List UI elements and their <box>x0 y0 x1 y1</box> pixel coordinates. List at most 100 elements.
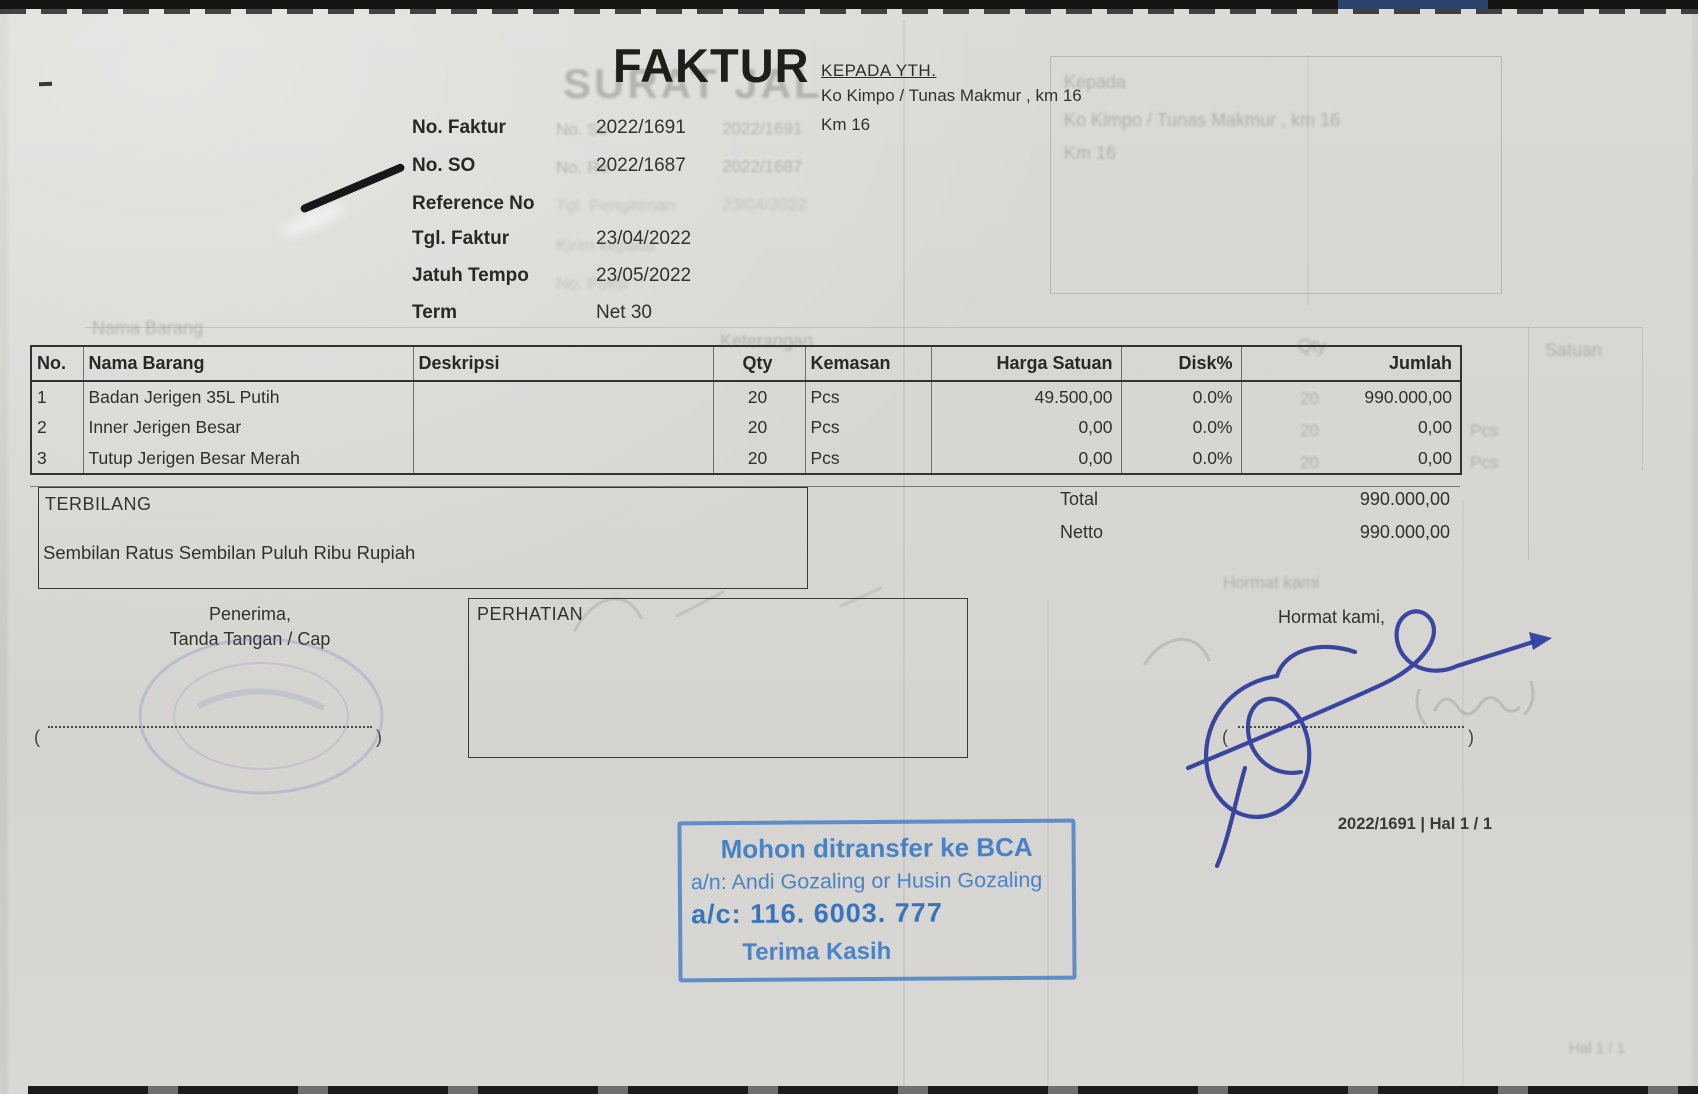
ghost-col-nama-barang: Nama Barang <box>92 318 204 338</box>
col-header-no: No. <box>31 346 83 382</box>
terbilang-box <box>38 487 808 589</box>
cell-deskripsi <box>412 381 713 412</box>
cell-qty: 20 <box>712 412 805 443</box>
cell-no: 3 <box>37 447 47 468</box>
signature-line-paren-right: ) <box>376 727 382 747</box>
signature-arrow-tip <box>1529 632 1552 650</box>
meta-label-term: Term <box>412 302 458 323</box>
ghost-table-column-line <box>1528 327 1529 560</box>
col-header-kemasan: Kemasan <box>804 346 931 382</box>
scan-top-blue-mark <box>1338 0 1488 9</box>
col-header-deskripsi: Deskripsi <box>412 346 713 382</box>
cell-nama-barang: Inner Jerigen Besar <box>82 412 413 443</box>
ghost-meta-label: Tgl. Pengiriman <box>556 196 676 215</box>
terbilang-label: TERBILANG <box>45 494 152 514</box>
total-label: Total <box>1060 489 1099 509</box>
cell-deskripsi <box>412 412 713 443</box>
pencil-scribble-marks <box>573 586 883 632</box>
stamp-line2: a/n: Andi Gozaling or Husin Gozaling <box>690 867 1043 895</box>
perhatian-label: PERHATIAN <box>477 604 584 624</box>
ghost-satuan-value: Pcs <box>1470 421 1499 440</box>
ghost-table-top-line <box>85 327 1642 328</box>
ghost-meta-label: Kirim kepada <box>556 236 656 255</box>
meta-label-no-so: No. SO <box>412 155 476 176</box>
ghost-table-right-edge <box>1642 327 1643 470</box>
cell-kemasan: Pcs <box>804 412 931 443</box>
stamp-line3: a/c: 116. 6003. 777 <box>690 897 943 930</box>
total-value: 990.000,00 <box>1359 489 1450 509</box>
col-header-harga-satuan: Harga Satuan <box>930 346 1121 382</box>
cell-harga-satuan: 49.500,00 <box>930 381 1121 412</box>
meta-value-tgl-faktur: 23/04/2022 <box>596 228 692 249</box>
ghost-recipient-line2: Km 16 <box>1064 143 1117 163</box>
scan-top-perforation <box>0 9 1698 14</box>
cell-nama-barang: Badan Jerigen 35L Putih <box>82 381 413 412</box>
recipient-line1: Ko Kimpo / Tunas Makmur , km 16 <box>821 86 1082 105</box>
meta-label-tgl-faktur: Tgl. Faktur <box>412 228 510 249</box>
cell-disk: 0.0% <box>1120 412 1241 443</box>
cell-no: 1 <box>37 386 47 407</box>
ghost-meta-label: No. Su <box>556 120 608 139</box>
cell-jumlah: 0,00 <box>1240 443 1461 474</box>
sender-signature-dotted-line <box>1238 726 1464 728</box>
signature-line-paren-left: ( <box>34 727 40 747</box>
ghost-surat-jalan-title: SURAT JAL <box>563 60 823 107</box>
col-header-qty: Qty <box>712 346 805 382</box>
ghost-satuan-value: Pcs <box>1470 453 1499 472</box>
cell-kemasan: Pcs <box>804 443 931 474</box>
stamp-line4: Terima Kasih <box>742 937 892 966</box>
round-company-stamp <box>138 637 384 795</box>
col-header-disk: Disk% <box>1120 346 1241 382</box>
ghost-recipient-box <box>1050 56 1502 294</box>
table-row: 2 Inner Jerigen Besar 20 Pcs 0,00 0.0% 0… <box>31 412 1461 443</box>
cell-harga-satuan: 0,00 <box>930 412 1121 443</box>
page-reference: 2022/1691 | Hal 1 / 1 <box>1337 815 1492 833</box>
cell-kemasan: Pcs <box>804 381 931 412</box>
meta-value-term: Net 30 <box>596 302 652 323</box>
cell-qty: 20 <box>712 443 805 474</box>
bank-transfer-stamp: Mohon ditransfer ke BCA a/n: Andi Gozali… <box>677 818 1077 983</box>
ghost-recipient-line1: Ko Kimpo / Tunas Makmur , km 16 <box>1064 110 1341 130</box>
signature-line-paren-right: ) <box>1468 727 1474 747</box>
ghost-meta-value: 23/04/2022 <box>722 195 808 214</box>
ghost-hormat-kami: Hormat kami <box>1223 573 1320 592</box>
table-row: 1 Badan Jerigen 35L Putih 20 Pcs 49.500,… <box>31 381 1461 412</box>
penerima-label: Penerima, <box>208 604 292 624</box>
scan-bottom-edge <box>28 1086 1698 1094</box>
cell-harga-satuan: 0,00 <box>930 443 1121 474</box>
pen-slash-mark <box>299 162 406 214</box>
col-header-jumlah: Jumlah <box>1240 346 1461 382</box>
ghost-meta-label: No. Re <box>556 158 609 177</box>
meta-value-no-faktur: 2022/1691 <box>596 117 686 138</box>
stamp-line1: Mohon ditransfer ke BCA <box>720 831 1033 865</box>
ghost-meta-value: 2022/1687 <box>722 157 803 176</box>
recipient-heading: KEPADA YTH. <box>821 61 937 80</box>
hormat-kami-label: Hormat kami, <box>1278 607 1386 627</box>
scan-top-edge <box>0 0 1698 9</box>
penerima-sublabel: Tanda Tangan / Cap <box>169 629 331 649</box>
cell-disk: 0.0% <box>1120 443 1241 474</box>
table-bottom-double-line <box>30 486 1460 487</box>
netto-value: 990.000,00 <box>1359 522 1450 542</box>
perhatian-box <box>468 598 968 758</box>
cell-jumlah: 0,00 <box>1240 412 1461 443</box>
ghost-recipient-heading: Kepada <box>1064 72 1127 92</box>
handwritten-signature <box>1143 609 1552 869</box>
ghost-page-reference: Hal 1 / 1 <box>1569 1040 1625 1057</box>
cell-nama-barang: Tutup Jerigen Besar Merah <box>82 443 413 474</box>
cell-deskripsi <box>412 443 713 474</box>
terbilang-text: Sembilan Ratus Sembilan Puluh Ribu Rupia… <box>43 542 416 563</box>
meta-value-jatuh-tempo: 23/05/2022 <box>596 265 692 286</box>
meta-label-reference-no: Reference No <box>412 193 535 214</box>
ghost-col-satuan: Satuan <box>1545 340 1603 360</box>
recipient-line2: Km 16 <box>821 115 871 134</box>
items-table: No. Nama Barang Deskripsi Qty Kemasan Ha… <box>30 345 1462 475</box>
pen-dash-mark <box>38 81 53 86</box>
items-table-header-row: No. Nama Barang Deskripsi Qty Kemasan Ha… <box>31 346 1461 382</box>
ghost-meta-label: No. Polisi <box>556 274 628 293</box>
meta-value-no-so: 2022/1687 <box>596 155 686 176</box>
meta-label-no-faktur: No. Faktur <box>412 117 506 138</box>
netto-label: Netto <box>1060 522 1104 542</box>
cell-disk: 0.0% <box>1120 381 1241 412</box>
